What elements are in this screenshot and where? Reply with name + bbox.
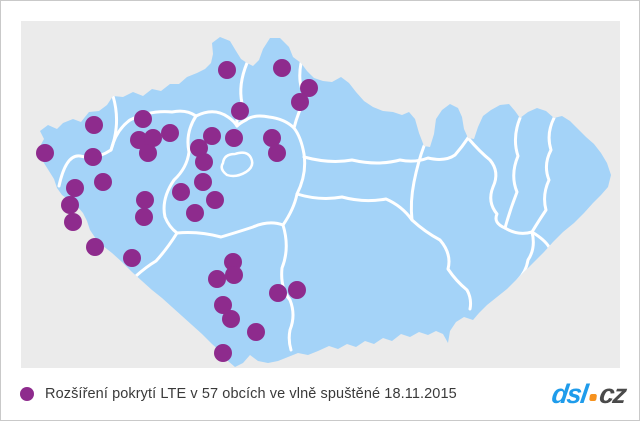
legend-label: Rozšíření pokrytí LTE v 57 obcích ve vln… <box>45 386 457 402</box>
lte-municipality-dot <box>268 144 286 162</box>
lte-municipality-dot <box>64 213 82 231</box>
lte-municipality-dot <box>194 173 212 191</box>
legend-bar: Rozšíření pokrytí LTE v 57 obcích ve vln… <box>1 368 639 420</box>
lte-municipality-dot <box>36 144 54 162</box>
lte-municipality-dot <box>135 208 153 226</box>
lte-municipality-dot <box>136 191 154 209</box>
lte-municipality-dot <box>86 238 104 256</box>
lte-municipality-dot <box>61 196 79 214</box>
czech-map-panel <box>21 21 620 368</box>
lte-municipality-dot <box>123 249 141 267</box>
lte-municipality-dot <box>247 323 265 341</box>
lte-municipality-dot <box>231 102 249 120</box>
lte-municipality-dot <box>291 93 309 111</box>
lte-municipality-dot <box>94 173 112 191</box>
lte-municipality-dot <box>161 124 179 142</box>
logo-dsl-text: dsl <box>549 378 589 409</box>
lte-municipality-dot <box>222 310 240 328</box>
lte-municipality-dot <box>144 129 162 147</box>
lte-municipality-dot <box>172 183 190 201</box>
lte-municipality-dot <box>186 204 204 222</box>
czech-republic-map <box>36 37 611 367</box>
lte-municipality-dot <box>225 129 243 147</box>
lte-municipality-dot <box>225 266 243 284</box>
lte-municipality-dot <box>85 116 103 134</box>
lte-municipality-dot <box>66 179 84 197</box>
region-borders <box>57 61 556 352</box>
lte-municipality-dot <box>263 129 281 147</box>
lte-municipality-dot <box>84 148 102 166</box>
lte-municipality-dot <box>134 110 152 128</box>
lte-municipality-dot <box>288 281 306 299</box>
lte-municipality-dot <box>214 344 232 362</box>
lte-dots <box>36 59 318 362</box>
logo-dot-icon <box>588 393 597 401</box>
legend-dot-icon <box>20 387 34 401</box>
lte-municipality-dot <box>130 131 148 149</box>
lte-municipality-dot <box>273 59 291 77</box>
dsl-cz-logo: dsl cz <box>549 378 628 409</box>
lte-municipality-dot <box>224 253 242 271</box>
lte-municipality-dot <box>203 127 221 145</box>
lte-municipality-dot <box>214 296 232 314</box>
logo-cz-text: cz <box>597 378 628 409</box>
lte-municipality-dot <box>190 139 208 157</box>
lte-municipality-dot <box>139 144 157 162</box>
lte-municipality-dot <box>300 79 318 97</box>
lte-municipality-dot <box>206 191 224 209</box>
lte-municipality-dot <box>208 270 226 288</box>
lte-municipality-dot <box>195 153 213 171</box>
lte-municipality-dot <box>218 61 236 79</box>
prague-enclave <box>220 151 254 178</box>
lte-municipality-dot <box>269 284 287 302</box>
czech-republic-outline <box>38 37 611 367</box>
